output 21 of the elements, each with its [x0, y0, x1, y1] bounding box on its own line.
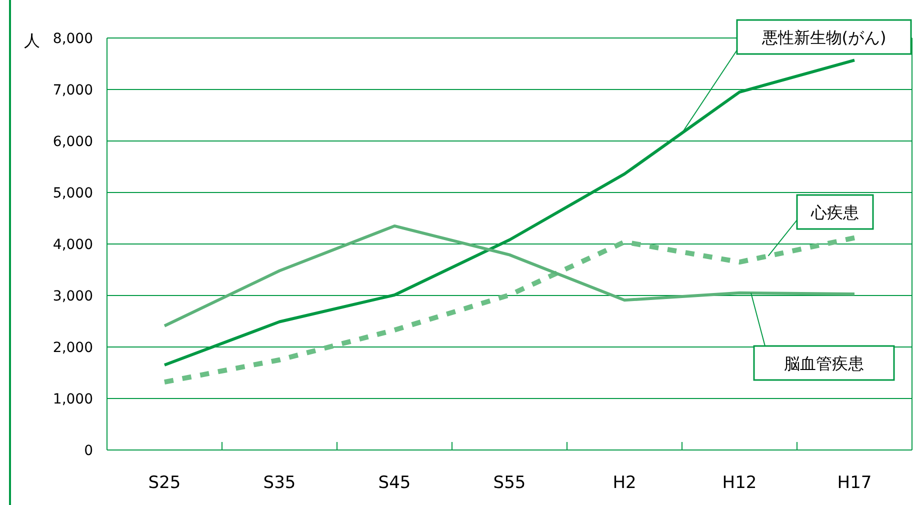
x-tick-label: S25 [148, 473, 181, 493]
y-tick-label: 1,000 [52, 392, 93, 408]
series-label: 悪性新生物(がん) [760, 28, 886, 47]
y-tick-label: 8,000 [52, 31, 93, 47]
y-tick-label: 2,000 [52, 340, 93, 356]
x-tick-label: H17 [837, 473, 872, 493]
y-axis-title: 人 [24, 31, 40, 50]
y-tick-label: 6,000 [52, 134, 93, 150]
x-tick-label: H2 [612, 473, 636, 493]
y-tick-label: 4,000 [52, 237, 93, 253]
y-tick-label: 7,000 [52, 82, 93, 98]
y-tick-label: 5,000 [52, 186, 93, 202]
x-tick-label: S35 [263, 473, 296, 493]
series-label: 心疾患 [810, 203, 859, 222]
y-tick-label: 3,000 [52, 288, 93, 304]
line-series [163, 224, 856, 328]
x-tick-label: S55 [493, 473, 526, 493]
x-tick-label: S45 [378, 473, 411, 493]
y-tick-label: 0 [84, 443, 93, 459]
x-tick-label: H12 [722, 473, 757, 493]
text: 脳血管疾患 [784, 354, 864, 373]
